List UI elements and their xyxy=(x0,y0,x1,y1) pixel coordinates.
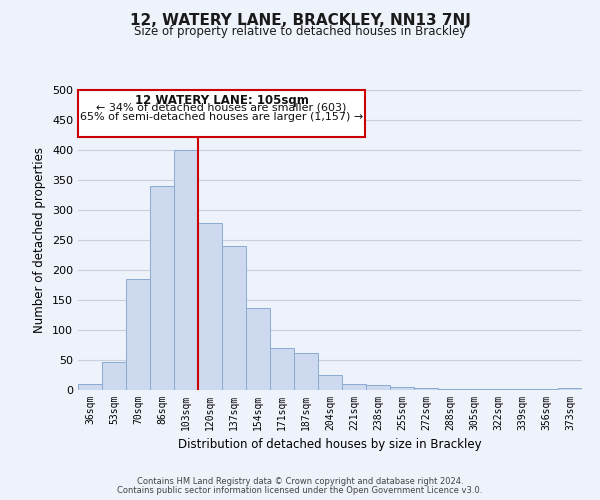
Bar xyxy=(102,362,126,390)
Bar xyxy=(78,384,102,390)
Y-axis label: Number of detached properties: Number of detached properties xyxy=(34,147,46,333)
Text: Size of property relative to detached houses in Brackley: Size of property relative to detached ho… xyxy=(134,25,466,38)
Bar xyxy=(342,384,366,390)
Bar xyxy=(246,308,270,390)
Bar xyxy=(198,223,222,390)
Text: ← 34% of detached houses are smaller (603): ← 34% of detached houses are smaller (60… xyxy=(97,102,347,113)
Text: 65% of semi-detached houses are larger (1,157) →: 65% of semi-detached houses are larger (… xyxy=(80,112,363,122)
Text: Contains HM Land Registry data © Crown copyright and database right 2024.: Contains HM Land Registry data © Crown c… xyxy=(137,477,463,486)
Bar xyxy=(558,388,582,390)
Bar xyxy=(222,246,246,390)
Text: 12 WATERY LANE: 105sqm: 12 WATERY LANE: 105sqm xyxy=(135,94,308,106)
Bar xyxy=(150,186,174,390)
FancyBboxPatch shape xyxy=(78,90,365,136)
Bar xyxy=(414,388,438,390)
Bar xyxy=(126,279,150,390)
Text: 12, WATERY LANE, BRACKLEY, NN13 7NJ: 12, WATERY LANE, BRACKLEY, NN13 7NJ xyxy=(130,12,470,28)
Bar xyxy=(366,385,390,390)
Bar xyxy=(390,387,414,390)
Bar xyxy=(318,375,342,390)
Bar xyxy=(294,354,318,390)
Bar xyxy=(438,389,462,390)
X-axis label: Distribution of detached houses by size in Brackley: Distribution of detached houses by size … xyxy=(178,438,482,452)
Bar xyxy=(270,348,294,390)
Bar xyxy=(174,150,198,390)
Text: Contains public sector information licensed under the Open Government Licence v3: Contains public sector information licen… xyxy=(118,486,482,495)
